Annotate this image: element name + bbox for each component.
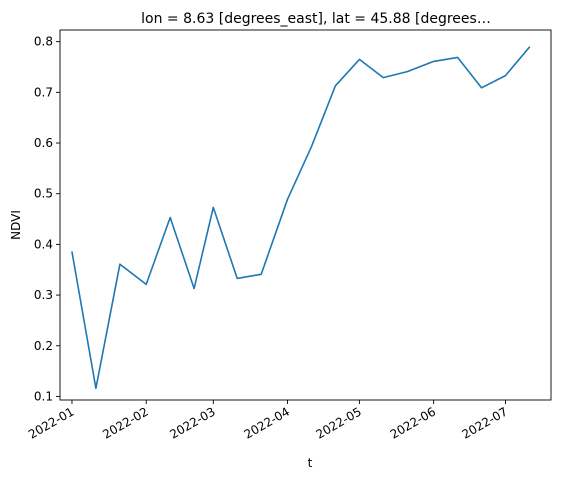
- y-tick-label: 0.7: [34, 85, 53, 99]
- y-tick-label: 0.8: [34, 35, 53, 49]
- y-tick-label: 0.3: [34, 288, 53, 302]
- y-tick-label: 0.6: [34, 136, 53, 150]
- y-axis-label: NDVI: [9, 210, 23, 240]
- plot-area: [59, 29, 552, 401]
- x-axis-label: t: [308, 456, 313, 470]
- chart-title: lon = 8.63 [degrees_east], lat = 45.88 […: [141, 11, 491, 27]
- y-axis: 0.1 0.2 0.3 0.4 0.5 0.6 0.7 0.8: [34, 35, 60, 403]
- y-tick-label: 0.5: [34, 187, 53, 201]
- axes-frame: [59, 29, 552, 401]
- y-tick-label: 0.1: [34, 389, 53, 403]
- y-tick-label: 0.4: [34, 237, 53, 251]
- y-tick-label: 0.2: [34, 339, 53, 353]
- series-line: [71, 46, 531, 390]
